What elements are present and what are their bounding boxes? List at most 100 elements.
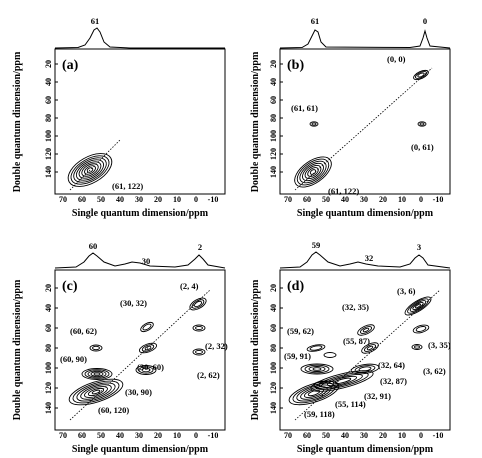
peak-label: (59, 118): [304, 409, 335, 419]
svg-text:60: 60: [303, 431, 311, 440]
svg-text:40: 40: [341, 195, 349, 204]
peak-label: (59, 91): [284, 351, 311, 361]
svg-text:40: 40: [341, 431, 349, 440]
peak-contour-30-60: [138, 342, 158, 354]
svg-text:70: 70: [59, 431, 67, 440]
svg-text:0: 0: [419, 431, 423, 440]
svg-text:10: 10: [398, 195, 406, 204]
svg-text:80: 80: [44, 344, 53, 352]
peak-label: (32, 87): [380, 376, 407, 386]
svg-text:20: 20: [154, 431, 162, 440]
y-axis-label: Double quantum dimension/ppm: [12, 51, 23, 192]
peak-contour-2-32: [192, 324, 206, 332]
svg-text:50: 50: [322, 431, 330, 440]
peak-label: (3, 6): [397, 286, 416, 296]
projection-trace-c: [54, 252, 226, 269]
svg-text:140: 140: [44, 166, 53, 178]
peak-contour-60-62: [89, 344, 103, 352]
peak-label: (2, 32): [205, 341, 228, 351]
peak-contour-59-62: [306, 344, 326, 352]
panel-b: 61 0 (b) 20 40 60 80 100 120 140 70 60 5…: [250, 16, 451, 219]
svg-text:50: 50: [322, 195, 330, 204]
svg-text:40: 40: [116, 431, 124, 440]
x-axis-label: Single quantum dimension/ppm: [72, 444, 209, 455]
svg-text:10: 10: [398, 431, 406, 440]
svg-text:20: 20: [269, 284, 278, 292]
peak-contour-3-62: [411, 344, 423, 350]
peak-contour-59-91: [300, 363, 334, 375]
peak-label: (30, 90): [125, 387, 152, 397]
svg-text:10: 10: [173, 431, 181, 440]
peak-contour-0-0: [413, 69, 429, 81]
svg-text:80: 80: [269, 344, 278, 352]
svg-text:20: 20: [154, 195, 162, 204]
svg-text:70: 70: [59, 195, 67, 204]
peak-contour-61-122: [67, 153, 113, 187]
peak-label: (0, 0): [387, 54, 406, 64]
svg-text:60: 60: [269, 324, 278, 332]
peak-contour-32-64: [361, 342, 379, 354]
svg-text:50: 50: [97, 431, 105, 440]
peak-contour-30-32: [140, 321, 154, 333]
peak-label: (55, 114): [335, 399, 366, 409]
svg-text:40: 40: [269, 78, 278, 86]
svg-text:60: 60: [269, 96, 278, 104]
svg-text:20: 20: [379, 195, 387, 204]
svg-text:40: 40: [116, 195, 124, 204]
peak-label: (30, 60): [137, 362, 164, 372]
peak-contour-30-90: [135, 365, 157, 375]
plot-frame-d: [279, 269, 451, 431]
peak-label: (32, 91): [364, 391, 391, 401]
svg-text:10: 10: [173, 195, 181, 204]
peak-contour-60-120: [68, 378, 124, 406]
peak-label: (60, 90): [60, 354, 87, 364]
peak-contour-60-90: [81, 368, 113, 380]
x-ticks-b: 70 60 50 40 30 20 10 0 -10: [284, 195, 443, 204]
svg-text:140: 140: [44, 402, 53, 414]
peak-contour-3-35: [412, 324, 430, 334]
projection-peak-label: 61: [91, 16, 100, 26]
x-ticks-c: 70 60 50 40 30 20 10 0 -10: [59, 431, 218, 440]
svg-text:30: 30: [135, 431, 143, 440]
plot-frame-a: [54, 48, 226, 195]
svg-text:60: 60: [303, 195, 311, 204]
peak-label: (60, 62): [70, 326, 97, 336]
peak-label: (0, 61): [411, 142, 434, 152]
diagonal-line-b: [294, 67, 433, 191]
svg-text:40: 40: [44, 78, 53, 86]
y-ticks-b: 20 40 60 80 100 120 140: [269, 60, 283, 178]
svg-text:80: 80: [44, 114, 53, 122]
svg-text:20: 20: [379, 431, 387, 440]
svg-text:120: 120: [44, 148, 53, 160]
panel-label-a: (a): [62, 58, 79, 73]
svg-text:20: 20: [44, 60, 53, 68]
y-ticks-a: 20 40 60 80 100 120 140: [44, 60, 58, 178]
x-ticks-d: 70 60 50 40 30 20 10 0 -10: [284, 431, 443, 440]
peak-label: (30, 32): [120, 298, 147, 308]
svg-text:60: 60: [78, 195, 86, 204]
svg-text:120: 120: [269, 382, 278, 394]
svg-text:100: 100: [269, 130, 278, 142]
projection-peak-label: 61: [311, 16, 320, 26]
svg-text:40: 40: [44, 304, 53, 312]
peak-label: (55, 87): [343, 336, 370, 346]
svg-text:140: 140: [269, 402, 278, 414]
y-ticks-c: 20 40 60 80 100 120 140: [44, 284, 58, 414]
peak-label: (59, 62): [287, 326, 314, 336]
svg-text:0: 0: [194, 431, 198, 440]
peak-contour-0-61: [417, 121, 427, 127]
svg-text:30: 30: [360, 195, 368, 204]
peak-contour-59-118: [288, 380, 340, 406]
svg-text:0: 0: [419, 195, 423, 204]
x-axis-label: Single quantum dimension/ppm: [297, 444, 434, 455]
peak-label: (61, 61): [291, 103, 318, 113]
plot-frame-b: [279, 48, 451, 195]
projection-trace-b: [279, 29, 451, 49]
svg-text:120: 120: [44, 382, 53, 394]
x-axis-label: Single quantum dimension/ppm: [297, 208, 434, 219]
svg-text:120: 120: [269, 148, 278, 160]
projection-trace-d: [279, 251, 451, 269]
peak-label: (60, 120): [98, 405, 129, 415]
panel-c: 60 30 2 (c) 20 40 60 80 100 120 140 70 6…: [12, 241, 228, 455]
